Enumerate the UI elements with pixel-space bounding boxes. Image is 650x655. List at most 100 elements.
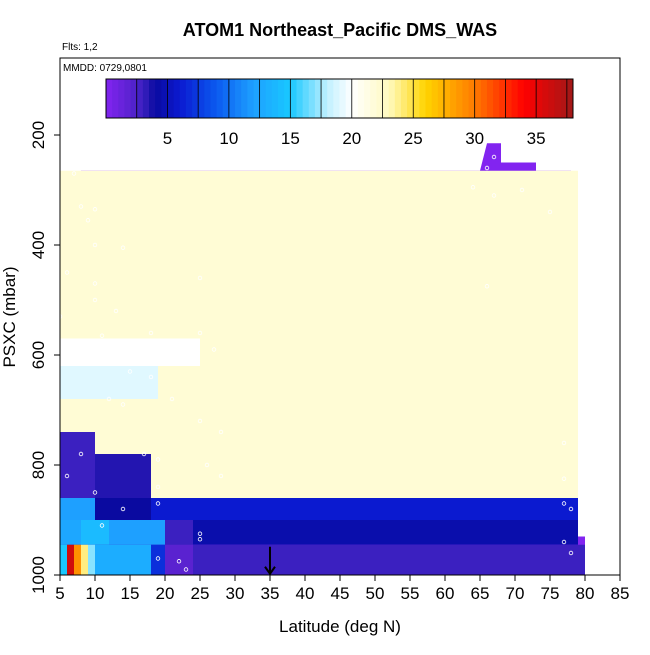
sample-points	[57, 154, 574, 572]
sample-point	[484, 284, 490, 289]
colorbar-segment	[253, 79, 261, 118]
sample-point	[155, 556, 161, 561]
heatmap-cell	[60, 520, 81, 545]
colorbar-segment	[173, 79, 181, 118]
sample-point	[204, 462, 210, 468]
sample-point	[120, 506, 126, 512]
heatmap-cell	[95, 454, 151, 498]
sample-point	[561, 440, 567, 446]
x-tick-label: 70	[506, 584, 525, 603]
sample-point	[99, 523, 105, 528]
colorbar-segment	[314, 79, 322, 118]
colorbar-segment	[247, 79, 254, 118]
colorbar-segment	[142, 79, 150, 118]
colorbar-segment	[228, 79, 236, 118]
sample-point	[71, 171, 77, 176]
sample-point	[491, 193, 497, 198]
colorbar-segment	[118, 79, 125, 118]
colorbar-segment	[437, 79, 445, 118]
flights-label: Flts: 1,2	[62, 42, 98, 53]
colorbar-tick-label: 20	[342, 129, 361, 148]
sample-point	[113, 308, 119, 314]
colorbar-segment	[204, 79, 211, 118]
x-axis-label: Latitude (deg N)	[279, 617, 401, 636]
heatmap-cell	[88, 544, 95, 575]
heatmap-cells	[60, 143, 585, 575]
colorbar-segment	[198, 79, 205, 118]
colorbar-tick-label: 35	[527, 129, 546, 148]
colorbar-segment	[124, 79, 132, 118]
sample-point	[155, 501, 161, 506]
sample-point	[99, 352, 105, 358]
sample-point	[484, 165, 490, 171]
heatmap-cell	[95, 544, 151, 575]
colorbar-segment	[517, 79, 525, 118]
x-tick-label: 75	[541, 584, 560, 603]
heatmap-cell	[74, 544, 81, 575]
colorbar-segment	[560, 79, 568, 118]
colorbar-segment	[308, 79, 316, 118]
colorbar-segment	[413, 79, 420, 118]
sample-point	[218, 473, 224, 479]
sample-point	[127, 369, 133, 374]
colorbar-segment	[216, 79, 224, 118]
colorbar-segment	[357, 79, 365, 118]
heatmap-cell	[165, 544, 193, 575]
colorbar-tick-label: 25	[404, 129, 423, 148]
colorbar-tick-label: 10	[219, 129, 238, 148]
sample-point	[155, 457, 161, 462]
x-tick-label: 15	[121, 584, 140, 603]
sample-point	[561, 539, 567, 545]
colorbar-segment	[136, 79, 144, 118]
colorbar: 5 10 15 20 25 30 35	[105, 78, 574, 148]
dates-label: MMDD: 0729,0801	[63, 63, 147, 74]
sample-point	[92, 242, 98, 248]
colorbar-segment	[548, 79, 556, 118]
sample-point	[183, 567, 189, 572]
colorbar-segment	[431, 79, 439, 118]
colorbar-segment	[499, 79, 506, 118]
colorbar-segment	[278, 79, 285, 118]
colorbar-segment	[235, 79, 242, 118]
sample-point	[106, 396, 112, 402]
sample-point	[85, 218, 91, 223]
marker-arrow-head	[264, 566, 276, 576]
heatmap-cell	[81, 520, 109, 545]
colorbar-segment	[161, 79, 168, 118]
colorbar-segment	[259, 79, 267, 118]
sample-point	[568, 506, 574, 512]
chart-title: ATOM1 Northeast_Pacific DMS_WAS	[183, 20, 497, 40]
sample-point	[71, 358, 77, 363]
sample-point	[92, 490, 98, 495]
x-tick-label: 50	[366, 584, 385, 603]
sample-point	[568, 550, 574, 556]
colorbar-segment	[155, 79, 162, 118]
colorbar-segment	[382, 79, 390, 118]
sample-point	[547, 209, 553, 215]
colorbar-segment	[130, 79, 138, 118]
sample-point	[197, 418, 203, 424]
sample-point	[155, 484, 161, 490]
x-tick-label: 35	[261, 584, 280, 603]
heatmap-cell	[60, 544, 67, 575]
colorbar-segment	[296, 79, 304, 118]
sample-point	[120, 402, 126, 407]
colorbar-segment	[456, 79, 463, 118]
sample-point	[519, 187, 525, 193]
colorbar-segment	[290, 79, 297, 118]
colorbar-segment	[468, 79, 476, 118]
heatmap-cell	[60, 498, 95, 520]
y-tick-label: 800	[29, 451, 48, 479]
colorbar-segment	[327, 79, 334, 118]
colorbar-segment	[400, 79, 408, 118]
colorbar-segment	[376, 79, 384, 118]
colorbar-segment	[554, 79, 562, 118]
colorbar-segment	[493, 79, 500, 118]
colorbar-tick-label: 5	[163, 129, 172, 148]
heatmap-cell	[60, 432, 95, 498]
colorbar-segment	[271, 79, 279, 118]
heatmap-cell	[60, 498, 578, 520]
colorbar-segment	[480, 79, 488, 118]
colorbar-segment	[345, 79, 353, 118]
